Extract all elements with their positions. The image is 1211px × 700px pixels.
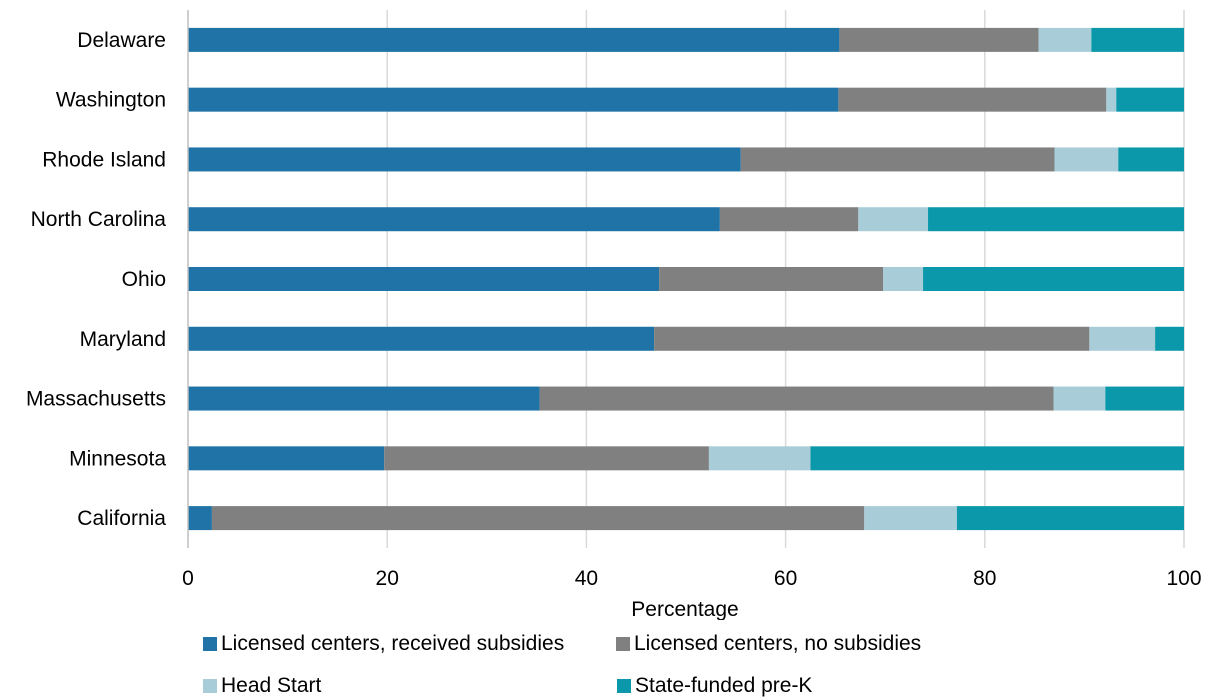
bar-washington-licensed-centers-received-subsidies <box>188 87 839 112</box>
bar-rhode-island-licensed-centers-received-subsidies <box>188 147 741 172</box>
bar-california-licensed-centers-no-subsidies <box>211 506 865 531</box>
stacked-bar-chart: Delaware Washington Rhode Island North Caro… <box>26 10 1202 620</box>
legend-item-state-prek: State-funded pre-K <box>617 674 812 698</box>
bar-california-state-funded-pre-k <box>956 506 1184 531</box>
bar-massachusetts-head-start <box>1053 386 1106 411</box>
bar-california-head-start <box>864 506 957 531</box>
legend-swatch-head-start <box>203 679 217 693</box>
category-label-maryland: Maryland <box>80 328 166 351</box>
bar-rhode-island-licensed-centers-no-subsidies <box>740 147 1055 172</box>
bar-massachusetts-state-funded-pre-k <box>1105 386 1184 411</box>
bar-ohio-licensed-centers-received-subsidies <box>188 267 660 291</box>
x-tick-label-0: 0 <box>182 567 194 590</box>
legend-item-no-subsidies: Licensed centers, no subsidies <box>616 632 921 656</box>
bar-north-carolina-licensed-centers-no-subsidies <box>719 207 859 232</box>
bar-massachusetts-licensed-centers-received-subsidies <box>188 386 540 411</box>
bar-delaware-head-start <box>1038 27 1092 52</box>
category-label-minnesota: Minnesota <box>69 447 166 470</box>
bar-north-carolina-licensed-centers-received-subsidies <box>188 207 720 232</box>
category-label-massachusetts: Massachusetts <box>26 388 166 411</box>
bar-maryland-head-start <box>1089 326 1156 351</box>
legend-label-subsidies: Licensed centers, received subsidies <box>221 632 565 655</box>
x-tick-label-100: 100 <box>1166 567 1201 590</box>
bar-ohio-state-funded-pre-k <box>923 267 1184 291</box>
bar-california-licensed-centers-received-subsidies <box>188 506 212 531</box>
legend-swatch-subsidies <box>203 637 217 651</box>
bar-north-carolina-state-funded-pre-k <box>928 207 1184 232</box>
category-label-washington: Washington <box>56 89 166 112</box>
category-label-rhode-island: Rhode Island <box>42 148 166 171</box>
bar-massachusetts-licensed-centers-no-subsidies <box>539 386 1054 411</box>
bar-minnesota-state-funded-pre-k <box>810 446 1184 471</box>
bar-delaware-licensed-centers-no-subsidies <box>839 27 1039 52</box>
bar-maryland-licensed-centers-received-subsidies <box>188 326 655 351</box>
legend-item-head-start: Head Start <box>203 674 321 698</box>
x-tick-label-40: 40 <box>575 567 598 590</box>
bar-rhode-island-state-funded-pre-k <box>1118 147 1184 172</box>
legend-item-subsidies: Licensed centers, received subsidies <box>203 632 564 656</box>
x-axis-title: Percentage <box>631 598 738 620</box>
category-label-north-carolina: North Carolina <box>31 208 167 231</box>
bar-ohio-head-start <box>883 267 924 291</box>
legend-label-state-prek: State-funded pre-K <box>635 674 813 697</box>
bar-minnesota-licensed-centers-no-subsidies <box>384 446 709 471</box>
legend-label-no-subsidies: Licensed centers, no subsidies <box>634 632 922 655</box>
bar-north-carolina-head-start <box>858 207 929 232</box>
category-label-california: California <box>77 507 166 530</box>
category-label-ohio: Ohio <box>122 268 166 291</box>
bar-washington-head-start <box>1106 87 1117 112</box>
category-labels: Delaware Washington Rhode Island North Caro… <box>26 29 166 530</box>
bar-delaware-licensed-centers-received-subsidies <box>188 27 840 52</box>
bar-washington-licensed-centers-no-subsidies <box>838 87 1107 112</box>
legend-swatch-state-prek <box>617 679 631 693</box>
x-tick-label-80: 80 <box>973 567 996 590</box>
bars <box>188 27 1184 531</box>
bar-maryland-state-funded-pre-k <box>1155 326 1184 351</box>
legend-label-head-start: Head Start <box>221 674 322 697</box>
bar-rhode-island-head-start <box>1054 147 1119 172</box>
bar-washington-state-funded-pre-k <box>1116 87 1184 112</box>
bar-ohio-licensed-centers-no-subsidies <box>659 267 884 291</box>
bar-minnesota-head-start <box>708 446 811 471</box>
x-tick-label-60: 60 <box>774 567 797 590</box>
bar-minnesota-licensed-centers-received-subsidies <box>188 446 385 471</box>
x-tick-labels: 0 20 40 60 80 100 <box>182 567 1201 590</box>
x-tick-label-20: 20 <box>376 567 399 590</box>
bar-maryland-licensed-centers-no-subsidies <box>654 326 1090 351</box>
category-label-delaware: Delaware <box>77 29 166 52</box>
bar-delaware-state-funded-pre-k <box>1091 27 1184 52</box>
legend-swatch-no-subsidies <box>616 637 630 651</box>
